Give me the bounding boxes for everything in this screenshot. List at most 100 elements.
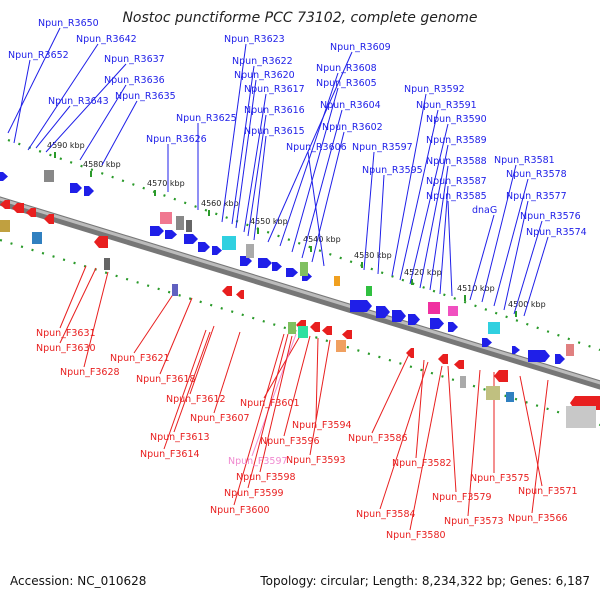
forward-gene-label: Npun_R3602 — [322, 122, 383, 133]
forward-gene-label: Npun_R3625 — [176, 113, 237, 124]
forward-gene-label: Npun_R3615 — [244, 126, 305, 137]
feature-block — [104, 258, 110, 270]
forward-leader-line — [503, 200, 529, 311]
scale-tick-label: 4550 kbp — [250, 217, 288, 226]
forward-gene-arrow — [528, 350, 550, 362]
forward-gene-arrow — [392, 310, 406, 322]
forward-gene-arrow — [240, 256, 252, 266]
reverse-leader-line — [213, 331, 241, 414]
forward-gene-label: Npun_R3574 — [526, 227, 587, 238]
reverse-leader-line — [247, 333, 289, 489]
forward-gene-label: Npun_R3577 — [506, 191, 567, 202]
forward-leader-line — [79, 84, 127, 161]
forward-gene-label: dnaG — [472, 205, 497, 216]
forward-gene-arrow — [430, 318, 444, 329]
forward-leader-line — [439, 185, 449, 295]
scale-tick-label: 4510 kbp — [457, 284, 495, 293]
reverse-leader-line — [309, 339, 331, 456]
reverse-gene-label: Npun_F3621 — [110, 353, 170, 364]
forward-gene-label: Npun_R3650 — [38, 18, 99, 29]
accession-text: Accession: NC_010628 — [10, 574, 147, 588]
forward-leader-line — [469, 214, 495, 301]
forward-gene-label: Npun_R3622 — [232, 56, 293, 67]
forward-gene-label: Npun_R3623 — [224, 34, 285, 45]
forward-gene-label: Npun_R3590 — [426, 114, 487, 125]
forward-leader-line — [429, 165, 449, 291]
forward-gene-arrow — [286, 268, 298, 277]
forward-gene-arrow — [198, 242, 210, 252]
reverse-gene-label: Npun_F3601 — [240, 398, 300, 409]
forward-gene-label: Npun_R3652 — [8, 50, 69, 61]
feature-block — [32, 232, 42, 244]
forward-gene-label: Npun_R3606 — [286, 142, 347, 153]
forward-leader-line — [45, 63, 127, 153]
reverse-leader-line — [409, 365, 443, 531]
forward-leader-line — [447, 200, 453, 297]
forward-gene-label: Npun_R3637 — [104, 54, 165, 65]
reverse-gene-label: Npun_F3596 — [260, 436, 320, 447]
reverse-gene-label: Npun_F3586 — [348, 433, 408, 444]
reverse-gene-label: Npun_F3579 — [432, 492, 492, 503]
forward-gene-arrow — [165, 230, 177, 239]
forward-leader-line — [231, 65, 255, 225]
reverse-leader-line — [59, 267, 97, 344]
forward-leader-line — [301, 109, 343, 259]
scale-tick-label: 4540 kbp — [303, 235, 341, 244]
reverse-gene-label: Npun_F3598 — [236, 472, 296, 483]
reverse-gene-arrow — [236, 290, 244, 299]
reverse-leader-line — [519, 375, 543, 487]
reverse-gene-arrow — [322, 326, 332, 335]
forward-gene-arrow — [212, 246, 222, 255]
reverse-gene-label: Npun_F3613 — [150, 432, 210, 443]
forward-gene-label: Npun_R3591 — [416, 100, 477, 111]
reverse-leader-line — [315, 337, 319, 421]
forward-gene-label: Npun_R3620 — [234, 70, 295, 81]
reverse-leader-line — [263, 335, 301, 399]
reverse-gene-arrow — [222, 286, 232, 296]
feature-block — [334, 276, 340, 286]
feature-block — [0, 220, 10, 232]
forward-leader-line — [391, 93, 427, 277]
forward-gene-label: Npun_R3605 — [316, 78, 377, 89]
forward-gene-label: Npun_R3595 — [362, 165, 423, 176]
forward-leader-line — [513, 220, 543, 315]
reverse-leader-line — [83, 271, 109, 368]
forward-gene-label: Npun_R3588 — [426, 156, 487, 167]
scale-tick-label: 4560 kbp — [201, 199, 239, 208]
reverse-gene-label: Npun_F3600 — [210, 505, 270, 516]
reverse-leader-line — [233, 333, 285, 506]
reverse-gene-arrow — [26, 208, 36, 217]
highlighted-gene-label: Npun_F3597 — [228, 456, 288, 467]
forward-leader-line — [7, 27, 61, 134]
reverse-leader-line — [133, 289, 177, 354]
feature-block — [288, 322, 296, 334]
reverse-leader-line — [379, 361, 429, 510]
feature-block — [566, 406, 596, 428]
reverse-gene-arrow — [342, 330, 352, 339]
forward-gene-arrow — [258, 258, 272, 268]
reverse-gene-arrow — [310, 322, 320, 332]
forward-gene-label: Npun_R3576 — [520, 211, 581, 222]
feature-block — [566, 344, 574, 356]
reverse-gene-label: Npun_F3575 — [470, 473, 530, 484]
forward-leader-line — [409, 123, 449, 285]
reverse-gene-arrow — [44, 214, 54, 224]
scale-tick-label: 4570 kbp — [147, 179, 185, 188]
forward-gene-label: Npun_R3592 — [404, 84, 465, 95]
forward-gene-arrow — [555, 354, 565, 364]
reverse-leader-line — [371, 351, 411, 434]
feature-block — [366, 286, 372, 296]
forward-gene-arrow — [70, 183, 82, 193]
feature-block — [186, 220, 192, 232]
feature-block — [172, 284, 178, 296]
forward-gene-label: Npun_R3635 — [115, 91, 176, 102]
forward-gene-arrow — [482, 338, 492, 347]
forward-leader-line — [221, 43, 247, 223]
forward-leader-line — [101, 100, 138, 166]
forward-gene-label: Npun_R3587 — [426, 176, 487, 187]
reverse-gene-arrow — [438, 354, 448, 364]
forward-gene-label: Npun_R3597 — [352, 142, 413, 153]
forward-leader-line — [523, 236, 549, 317]
